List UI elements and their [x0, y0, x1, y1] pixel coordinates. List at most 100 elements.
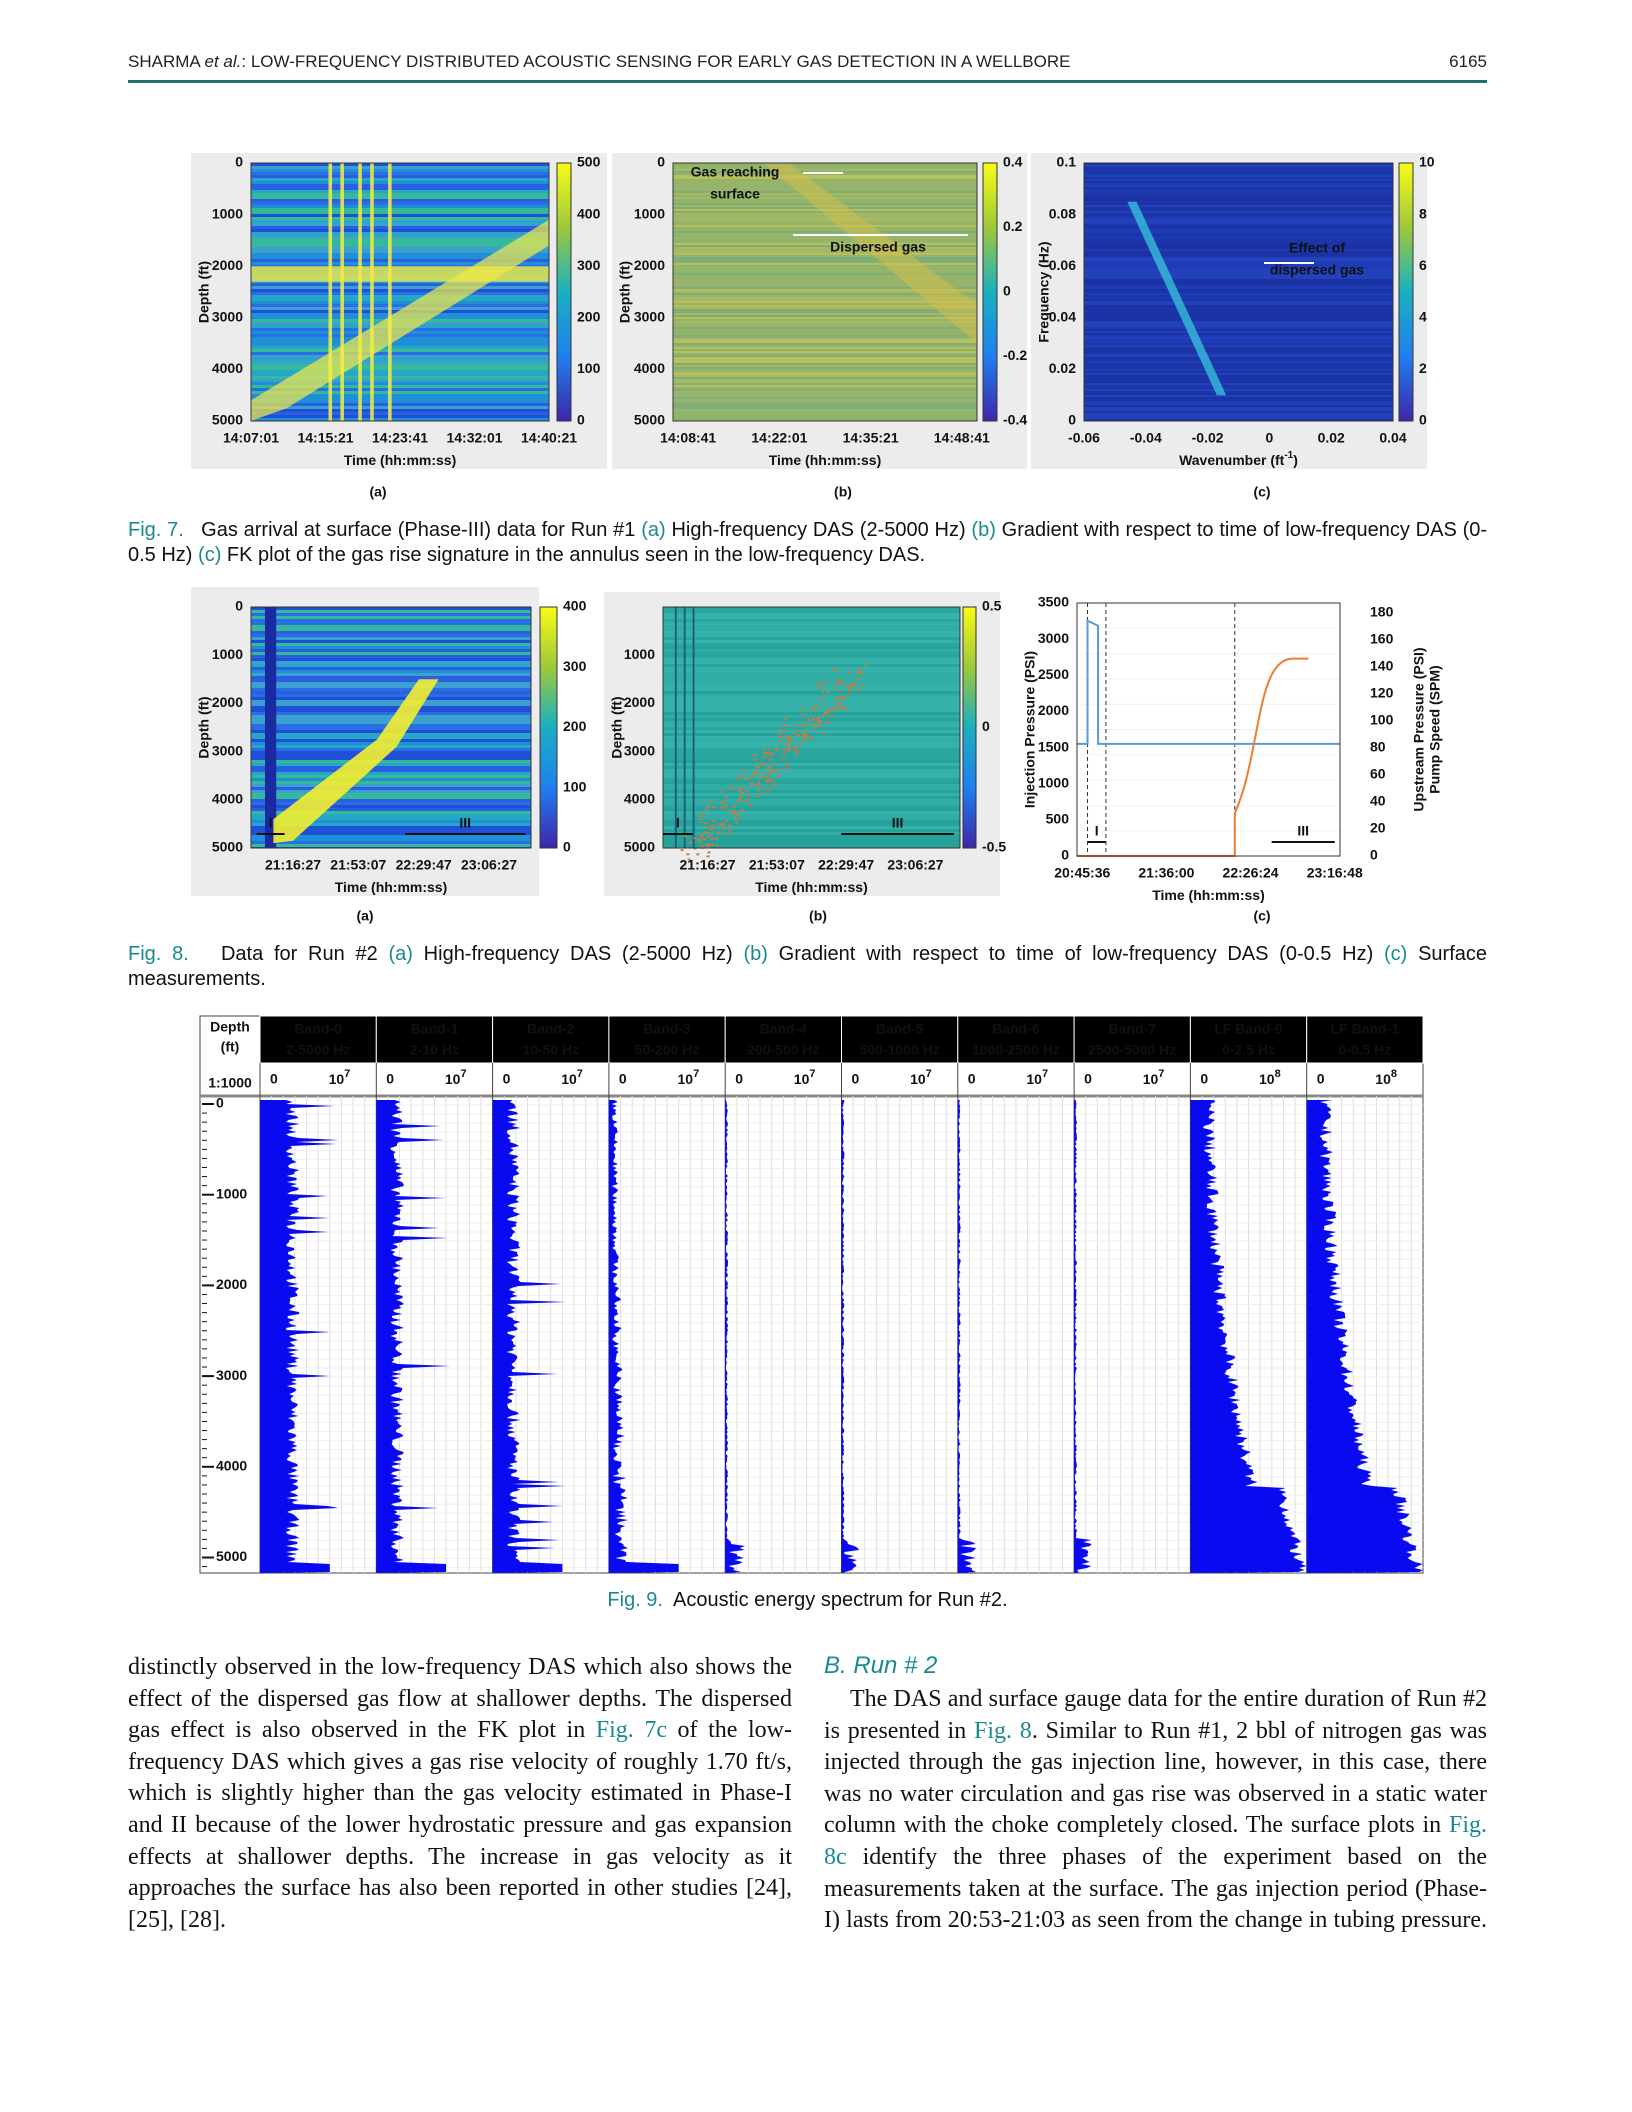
heatmap-row — [251, 637, 531, 640]
heatmap-row — [1084, 361, 1393, 363]
heatmap-row — [1084, 353, 1393, 355]
depth-tick-label: 5000 — [216, 1548, 247, 1564]
y-tick-label: 5000 — [212, 839, 243, 855]
heatmap-row — [663, 838, 960, 841]
heatmap-row — [1084, 399, 1393, 401]
y-tick-label: 5000 — [634, 412, 665, 428]
heatmap-row — [251, 409, 549, 412]
heatmap-speck — [805, 723, 809, 726]
panel-label: (a) — [369, 484, 386, 500]
heatmap-row — [673, 287, 977, 289]
heatmap-speck — [766, 775, 770, 778]
heatmap-speck — [800, 707, 804, 710]
reference-link[interactable]: Fig. 9. — [607, 1589, 663, 1611]
heatmap-row — [251, 217, 549, 220]
band-header — [375, 1015, 494, 1064]
heatmap-row — [251, 370, 549, 373]
y2-tick-label: 160 — [1370, 631, 1394, 647]
heatmap-row — [251, 418, 549, 421]
heatmap-row — [663, 625, 960, 628]
heatmap-row — [663, 793, 960, 796]
heatmap-row — [663, 829, 960, 832]
heatmap-row — [251, 286, 549, 289]
heatmap-row — [251, 364, 549, 367]
heatmap-speck — [786, 763, 790, 766]
reference-link[interactable]: Fig. 7. — [128, 519, 184, 541]
reference-link[interactable]: (c) — [198, 544, 222, 566]
reference-link[interactable]: (a) — [388, 943, 413, 965]
heatmap-row — [1084, 291, 1393, 293]
x-tick-label: 21:16:27 — [265, 857, 321, 873]
heatmap-row — [1084, 203, 1393, 205]
heatmap-row — [1084, 413, 1393, 415]
heatmap-speck — [767, 771, 771, 774]
x-tick-label: 0 — [1266, 430, 1274, 446]
colorbar — [1398, 162, 1414, 422]
energy-trace — [1190, 1100, 1307, 1573]
heatmap-row — [663, 631, 960, 634]
heatmap-row — [673, 217, 977, 219]
reference-link[interactable]: (a) — [641, 519, 666, 541]
colorbar-tick-label: 0.5 — [982, 598, 1002, 614]
heatmap-speck — [732, 805, 736, 808]
band-name: Band-3 — [643, 1021, 691, 1037]
reference-link[interactable]: Fig. 8 — [974, 1717, 1032, 1744]
heatmap-speck — [790, 739, 794, 742]
heatmap-row — [251, 373, 549, 376]
right-column: The DAS and surface gauge data for the e… — [824, 1684, 1487, 1937]
heatmap-row — [251, 697, 531, 700]
x-axis-label-text: Time (hh:mm:ss) — [344, 452, 457, 468]
heatmap-row — [673, 251, 977, 253]
heatmap-speck — [727, 824, 731, 827]
heatmap-speck — [698, 815, 702, 818]
heatmap-row — [1084, 299, 1393, 301]
scale-base: 10 — [1026, 1071, 1042, 1087]
heatmap-row — [663, 763, 960, 766]
heatmap-row — [673, 359, 977, 361]
heatmap-row — [251, 346, 549, 349]
heatmap-row — [251, 343, 549, 346]
colorbar-tick-label: 400 — [563, 598, 587, 614]
heatmap-row — [673, 367, 977, 369]
x-axis-label: Wavenumber (ft-1) — [1179, 450, 1298, 468]
colorbar-tick-label: 300 — [577, 257, 601, 273]
scale-base: 10 — [677, 1071, 693, 1087]
heatmap-feature — [388, 163, 392, 421]
plot-frame — [1083, 162, 1394, 422]
heatmap-speck — [784, 718, 788, 721]
heatmap-row — [663, 796, 960, 799]
heatmap-row — [251, 178, 549, 181]
reference-link[interactable]: Fig. 7c — [595, 1717, 667, 1744]
heatmap-row — [673, 321, 977, 323]
heatmap-row — [251, 169, 549, 172]
heatmap-row — [251, 805, 531, 808]
running-header: SHARMA et al.: LOW-FREQUENCY DISTRIBUTED… — [128, 52, 1487, 72]
band-header — [259, 1015, 377, 1064]
heatmap-row — [663, 766, 960, 769]
heatmap-row — [663, 655, 960, 658]
heatmap-row — [673, 163, 977, 165]
reference-link[interactable]: (c) — [1384, 943, 1408, 965]
reference-link[interactable]: Fig. 8. — [128, 943, 189, 965]
reference-link[interactable]: (b) — [971, 519, 996, 541]
heatmap-row — [663, 841, 960, 844]
heatmap-row — [673, 351, 977, 353]
band-name: LF Band-0 — [1214, 1021, 1283, 1037]
heatmap-row — [1084, 407, 1393, 409]
heatmap-row — [251, 301, 549, 304]
heatmap-speck — [706, 845, 710, 848]
heatmap-speck — [783, 724, 787, 727]
heatmap-speck — [836, 681, 840, 684]
heatmap-speck — [712, 806, 716, 809]
reference-link[interactable]: (b) — [743, 943, 768, 965]
x-tick-label: 20:45:36 — [1054, 865, 1110, 881]
heatmap-row — [673, 339, 977, 341]
heatmap-row — [663, 733, 960, 736]
heatmap-row — [673, 317, 977, 319]
heatmap-row — [1084, 403, 1393, 405]
heatmap-speck — [772, 783, 776, 786]
heatmap-speck — [687, 858, 691, 861]
heatmap-row — [251, 838, 531, 841]
fig9-caption: Fig. 9. Acoustic energy spectrum for Run… — [128, 1588, 1487, 1613]
reference-link[interactable]: Fig. 8c — [824, 1812, 1493, 1870]
